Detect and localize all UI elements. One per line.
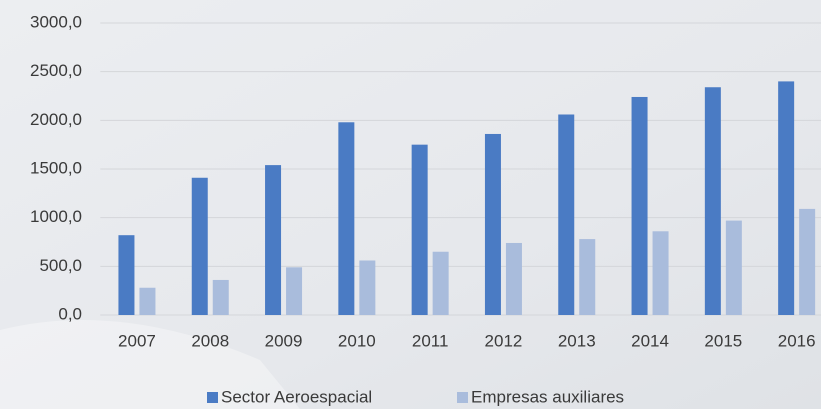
x-tick-label: 2012	[485, 331, 523, 350]
x-tick-label: 2015	[704, 331, 742, 350]
y-tick-label: 1000,0	[30, 207, 82, 226]
bar	[505, 242, 522, 315]
x-tick-label: 2010	[338, 331, 376, 350]
legend-label: Empresas auxiliares	[471, 387, 624, 406]
y-tick-label: 2500,0	[30, 61, 82, 80]
bar	[799, 208, 816, 315]
x-tick-label: 2007	[118, 331, 156, 350]
y-tick-label: 500,0	[39, 256, 82, 275]
x-tick-label: 2011	[412, 331, 449, 350]
bar	[558, 114, 575, 315]
x-tick-label: 2013	[558, 331, 596, 350]
background-shape	[0, 320, 300, 409]
x-tick-label: 2016	[778, 331, 816, 350]
bar	[484, 133, 501, 315]
bar	[704, 87, 721, 316]
legend-swatch	[457, 392, 468, 403]
bar	[432, 251, 449, 315]
y-tick-label: 3000,0	[30, 12, 82, 31]
bar	[778, 81, 795, 316]
bar	[191, 177, 208, 315]
y-tick-label: 2000,0	[30, 110, 82, 129]
bar	[212, 279, 229, 315]
bar	[652, 231, 669, 315]
bar	[359, 260, 376, 315]
bar	[139, 287, 156, 315]
x-tick-label: 2009	[265, 331, 303, 350]
y-tick-label: 0,0	[58, 304, 82, 323]
x-tick-label: 2014	[631, 331, 669, 350]
bar	[118, 235, 135, 315]
legend-swatch	[207, 392, 218, 403]
bar	[631, 96, 648, 316]
bar	[411, 144, 428, 315]
bar	[265, 165, 282, 315]
bar	[286, 267, 303, 315]
bar	[338, 122, 355, 315]
y-tick-label: 1500,0	[30, 158, 82, 177]
bar	[579, 239, 596, 315]
bar	[725, 220, 742, 315]
legend-label: Sector Aeroespacial	[221, 387, 372, 406]
x-tick-label: 2008	[191, 331, 229, 350]
